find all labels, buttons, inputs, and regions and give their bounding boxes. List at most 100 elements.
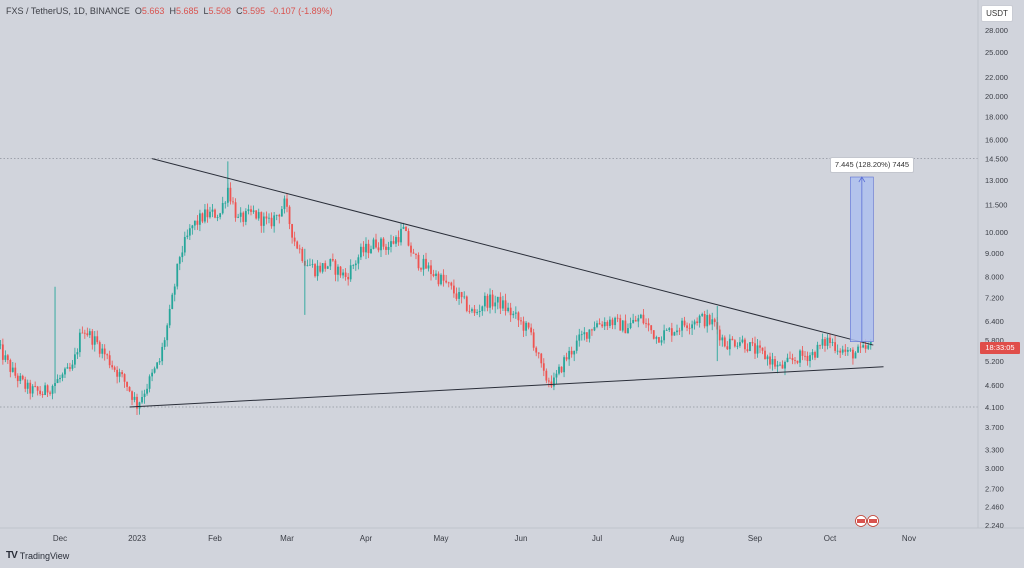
candle-body — [24, 379, 27, 389]
resistance-trendline — [151, 158, 874, 346]
candle-body — [819, 344, 821, 346]
candle-body — [512, 313, 515, 316]
candle-body — [483, 295, 486, 307]
candle-body — [255, 210, 258, 219]
tradingview-logo-icon: TV — [6, 550, 18, 561]
candle-body — [270, 217, 273, 227]
candle-body — [216, 217, 219, 218]
candle-body — [502, 300, 504, 309]
candle-body — [696, 321, 699, 324]
candle-body — [440, 274, 442, 285]
candle-body — [791, 358, 794, 361]
candle-body — [337, 266, 339, 275]
tradingview-logo-text: TradingView — [19, 550, 70, 561]
candle-body — [537, 352, 540, 354]
candle-body — [206, 209, 209, 218]
candle-body — [786, 357, 789, 362]
candle-body — [143, 393, 146, 398]
candle-body — [221, 203, 224, 214]
candle-body — [611, 319, 614, 326]
candle-body — [156, 362, 159, 369]
candle-body — [49, 392, 51, 394]
candle-body — [688, 327, 691, 329]
candle-body — [844, 349, 847, 352]
low-value: 5.508 — [208, 6, 232, 16]
candle-body — [824, 339, 826, 346]
candle-body — [61, 374, 64, 378]
y-tick-label: 18.000 — [985, 112, 1008, 121]
candle-body — [713, 319, 716, 323]
candle-body — [741, 339, 744, 343]
candle-body — [532, 332, 535, 348]
candle-body — [237, 216, 240, 218]
y-tick-label: 11.500 — [985, 200, 1007, 209]
y-tick-label: 28.000 — [985, 26, 1008, 35]
y-tick-label: 2.700 — [985, 485, 1004, 494]
candle-body — [756, 345, 759, 354]
candle-body — [455, 293, 458, 299]
candle-body — [450, 282, 453, 286]
candle-body — [329, 259, 332, 267]
candle-body — [854, 352, 857, 359]
candle-body — [377, 247, 380, 251]
candle-body — [663, 330, 665, 341]
candle-body — [36, 386, 39, 391]
candle-body — [739, 342, 741, 346]
candle-body — [453, 285, 455, 294]
candle-body — [4, 355, 7, 360]
candle-body — [781, 364, 784, 369]
candle-body — [196, 220, 199, 225]
candle-body — [776, 364, 779, 367]
candle-body — [188, 228, 191, 236]
candle-body — [69, 367, 71, 369]
candle-body — [86, 333, 89, 336]
candle-body — [412, 252, 415, 254]
candle-body — [706, 315, 709, 327]
candle-body — [360, 246, 362, 258]
tradingview-logo[interactable]: TV TradingView — [6, 550, 69, 561]
candle-body — [583, 332, 586, 335]
candle-body — [128, 386, 131, 392]
candle-body — [614, 317, 616, 326]
candle-body — [570, 350, 573, 355]
candle-body — [64, 368, 66, 375]
candle-body — [136, 396, 138, 409]
candle-body — [769, 356, 771, 365]
candle-body — [176, 263, 179, 287]
candle-body — [708, 315, 711, 325]
candle-body — [173, 286, 176, 295]
currency-unit-button[interactable]: USDT — [981, 5, 1013, 22]
candle-body — [344, 272, 347, 277]
candle-body — [593, 327, 596, 331]
candle-body — [111, 365, 114, 368]
candle-body — [507, 307, 509, 312]
candle-body — [108, 355, 111, 366]
candle-body — [291, 224, 293, 238]
candle-body — [784, 361, 786, 369]
candle-body — [319, 265, 322, 272]
candle-body — [430, 265, 432, 275]
candle-body — [794, 360, 796, 361]
candle-body — [123, 374, 126, 382]
candle-body — [517, 312, 520, 321]
candle-body — [415, 253, 417, 255]
candle-body — [686, 325, 688, 328]
candle-body — [339, 266, 342, 276]
candle-body — [148, 376, 151, 389]
candle-body — [51, 385, 54, 394]
measure-label: 7.445 (128.20%) 7445 — [830, 157, 914, 173]
candle-body — [841, 349, 844, 353]
candle-body — [585, 332, 588, 339]
candle-body — [280, 209, 283, 217]
candle-body — [275, 214, 278, 216]
y-tick-label: 7.200 — [985, 294, 1004, 303]
candle-body — [616, 317, 619, 319]
candle-body — [799, 350, 801, 363]
y-tick-label: 10.000 — [985, 228, 1008, 237]
candle-body — [193, 220, 196, 226]
y-tick-label: 4.100 — [985, 403, 1004, 412]
candle-body — [447, 282, 450, 284]
candle-body — [44, 385, 46, 395]
candle-body — [601, 324, 604, 327]
